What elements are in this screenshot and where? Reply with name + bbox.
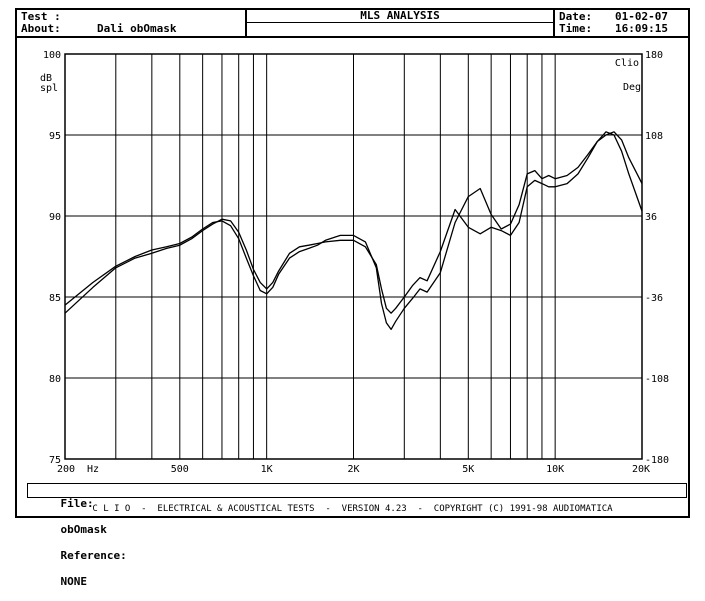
x-tick-label: 1K [261,464,273,475]
reference-value: NONE [60,575,88,588]
title-underline [247,22,553,23]
y2-tick-label: 180 [645,50,663,61]
x-unit-label: Hz [87,464,99,475]
y2-tick-label: 36 [645,212,657,223]
file-value: obOmask [60,523,107,536]
time-label: Time: [559,22,593,35]
corner-label: Clio [615,58,639,69]
report-header: Test : About: Dali obOmask MLS ANALYSIS … [17,10,688,38]
x-tick-label: 5K [462,464,474,475]
x-tick-label: 2K [347,464,359,475]
y2-axis-label: Deg [623,82,641,93]
response-curve-2 [64,131,643,314]
y-tick-label: 80 [49,374,61,385]
test-label: Test : [21,10,61,23]
y-axis-label: spl [40,83,58,94]
mls-chart: 75 80 85 90 95 100 -180 -108 -36 36 108 180 200 500 1K… [40,50,669,475]
about-label: About: [21,22,61,35]
title-cell: MLS ANALYSIS [247,10,553,36]
y-tick-label: 85 [49,293,61,304]
y-tick-label: 90 [49,212,61,223]
datetime-cell: Date: 01-02-07 Time: 16:09:15 [555,10,690,36]
date-label: Date: [559,10,593,23]
x-tick-label: 20K [632,464,650,475]
header-divider-left [245,10,247,36]
y2-tick-label: -108 [645,374,669,385]
time-value: 16:09:15 [615,22,668,35]
clio-report-frame: Test : About: Dali obOmask MLS ANALYSIS … [15,8,690,588]
file-label: File: [60,497,94,510]
y2-tick-label: -180 [645,455,669,466]
file-info-bar: File: obOmask Reference: NONE [27,483,687,588]
x-tick-label: 10K [546,464,564,475]
test-info-cell: Test : About: Dali obOmask [17,10,245,36]
x-tick-label: 500 [171,464,189,475]
copyright-footer: C L I O - ELECTRICAL & ACOUSTICAL TESTS … [92,504,613,514]
reference-label: Reference: [60,549,127,562]
header-divider-right [553,10,555,36]
y-tick-label: 95 [49,131,61,142]
y-axis-label: dB [40,73,52,84]
y-tick-label: 100 [43,50,61,61]
y2-tick-label: -36 [645,293,663,304]
y2-tick-label: 108 [645,131,663,142]
about-value: Dali obOmask [97,22,177,35]
y-tick-label: 75 [49,455,61,466]
date-value: 01-02-07 [615,10,668,23]
page-title: MLS ANALYSIS [360,9,440,22]
x-tick-label: 200 [57,464,75,475]
